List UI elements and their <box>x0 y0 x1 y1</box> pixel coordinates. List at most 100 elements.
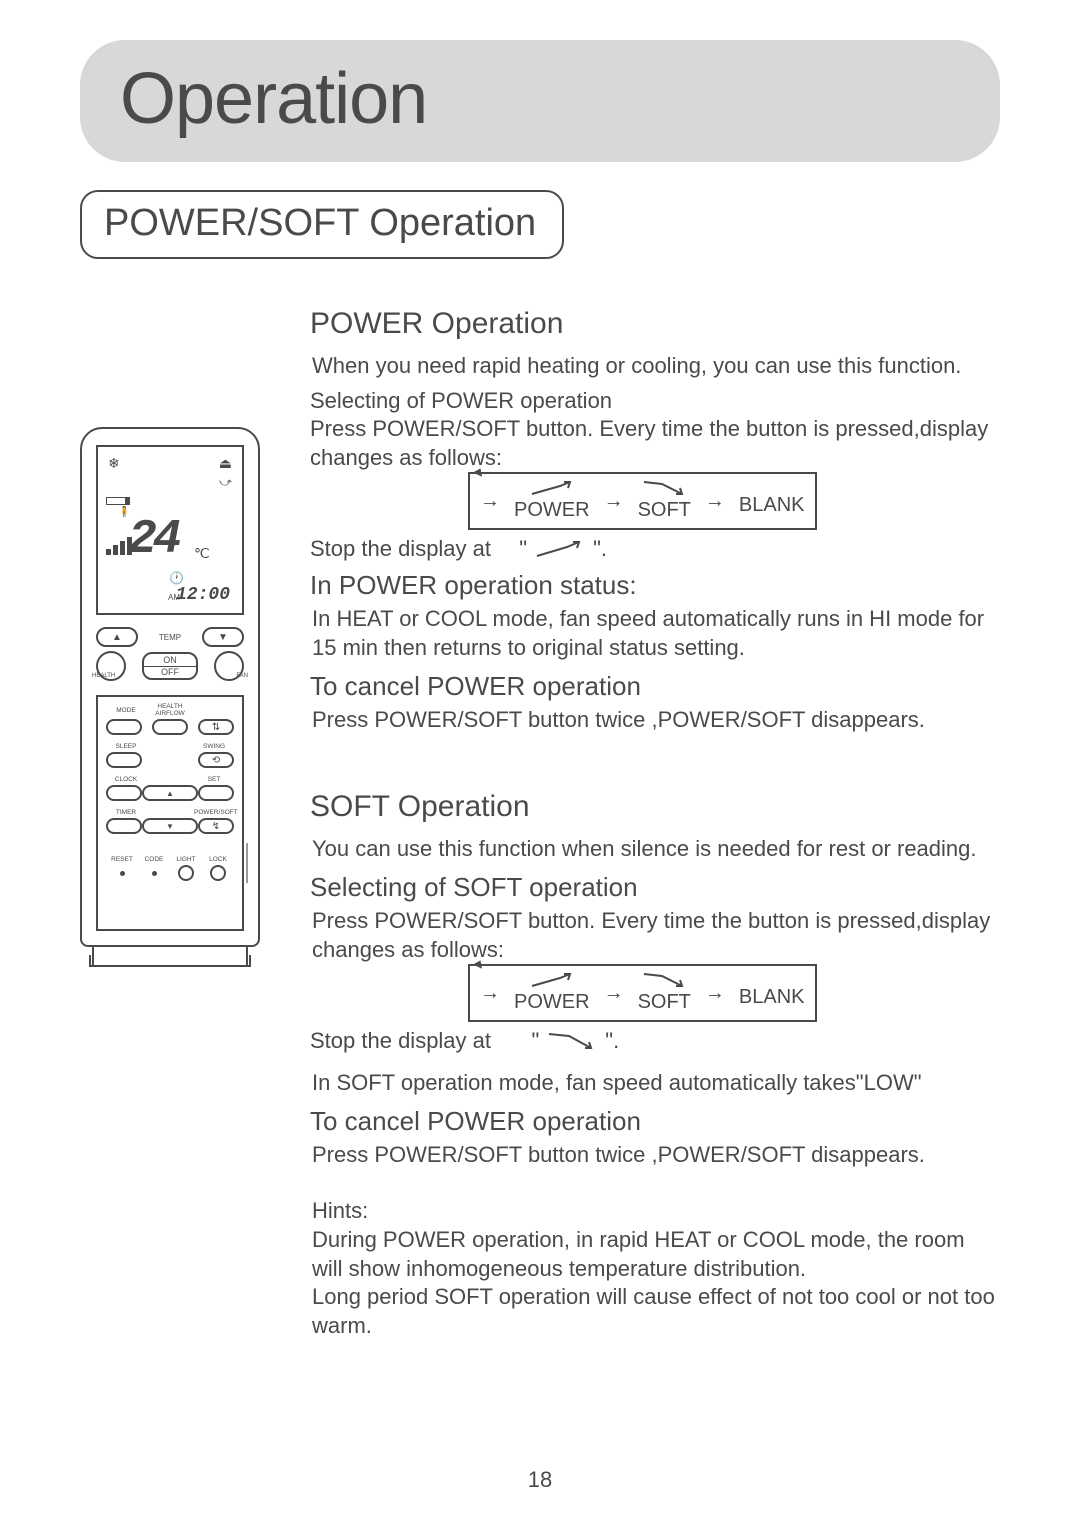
hints-heading: Hints: <box>312 1197 1000 1226</box>
lock-button <box>210 865 226 881</box>
reset-label: RESET <box>106 856 138 863</box>
hints-l1: During POWER operation, in rapid HEAT or… <box>312 1226 1000 1283</box>
power-arrow-up-icon <box>530 972 574 988</box>
time-display: 12:00 <box>176 585 230 605</box>
remote-column: ❄ ⏏ ⤻ 🧍 24 ℃ 🕐 AM 12:00 ▲ TEMP ▼ HE <box>80 307 280 1340</box>
soft-intro: You can use this function when silence i… <box>312 834 1000 864</box>
clock-button <box>106 785 142 801</box>
lower-panel: MODE HEALTH AIRFLOW ⇅ SLEEP SWING <box>96 695 244 931</box>
soft-status-text: In SOFT operation mode, fan speed automa… <box>312 1068 1000 1098</box>
arrow-icon: → <box>705 490 725 513</box>
timer-button <box>106 818 142 834</box>
curve-icon: ⤻ <box>219 475 232 490</box>
temp-button-row: ▲ TEMP ▼ <box>96 627 244 647</box>
power-cancel-heading: To cancel POWER operation <box>310 671 1000 702</box>
arrow-icon: → <box>604 982 624 1005</box>
cycle-soft-label: SOFT <box>638 499 691 522</box>
page-title: Operation <box>120 58 960 140</box>
soft-arrow-down-icon <box>642 972 686 988</box>
stop-prefix: Stop the display at <box>310 536 491 562</box>
set-button <box>198 785 234 801</box>
stop-q2: ". <box>593 536 607 562</box>
soft-cycle-diagram: → POWER → SOFT → BLANK <box>470 964 815 1022</box>
power-cancel-text: Press POWER/SOFT button twice ,POWER/SOF… <box>312 706 1000 735</box>
stop-prefix2: Stop the display at <box>310 1028 491 1054</box>
clock-label: CLOCK <box>106 776 146 783</box>
on-label: ON <box>144 655 196 667</box>
soft-select-heading: Selecting of SOFT operation <box>310 872 1000 903</box>
health-airflow-label: HEALTH AIRFLOW <box>150 703 190 717</box>
stop-q1b: " <box>531 1028 539 1054</box>
code-dot <box>152 871 157 876</box>
remote-stand <box>92 945 248 967</box>
temp-unit: ℃ <box>194 545 210 562</box>
soft-heading: SOFT Operation <box>310 790 1000 824</box>
hints-l2: Long period SOFT operation will cause ef… <box>312 1283 1000 1340</box>
section-title: POWER/SOFT Operation <box>104 202 536 245</box>
temp-display: 24 <box>128 513 178 567</box>
reset-dot <box>120 871 125 876</box>
power-stop-line: Stop the display at " ". <box>310 536 1000 562</box>
fan-button <box>214 651 244 681</box>
power-cycle-diagram: → POWER → SOFT → BLANK <box>470 472 815 530</box>
eject-icon: ⏏ <box>219 455 232 472</box>
sleep-label: SLEEP <box>106 743 146 750</box>
set-label: SET <box>194 776 234 783</box>
rect-icon <box>106 497 126 505</box>
powersoft-button: ↯ <box>198 818 234 834</box>
soft-cancel-text: Press POWER/SOFT button twice ,POWER/SOF… <box>312 1141 1000 1170</box>
light-button <box>178 865 194 881</box>
arrow-icon: → <box>604 490 624 513</box>
mode-button <box>106 719 142 735</box>
soft-arrow-down-icon <box>547 1032 597 1050</box>
cycle-power-label: POWER <box>514 499 590 522</box>
updown-button: ⇅ <box>198 719 234 735</box>
mode-label: MODE <box>106 707 146 714</box>
snowflake-icon: ❄ <box>108 455 120 472</box>
power-status-heading: In POWER operation status: <box>310 570 1000 601</box>
arrow-icon: → <box>480 490 500 513</box>
power-select-heading: Selecting of POWER operation <box>310 387 1000 416</box>
remote-screen: ❄ ⏏ ⤻ 🧍 24 ℃ 🕐 AM 12:00 <box>96 445 244 615</box>
rect-icon-2 <box>126 497 130 505</box>
timer-label: TIMER <box>106 809 146 816</box>
cycle-blank-label2: BLANK <box>739 986 805 1009</box>
health-airflow-button <box>152 719 188 735</box>
title-banner: Operation <box>80 40 1000 162</box>
off-label: OFF <box>161 667 179 677</box>
onoff-row: ON OFF <box>96 651 244 681</box>
temp-up-button: ▲ <box>96 627 138 647</box>
powersoft-label: POWER/SOFT <box>194 809 234 816</box>
power-arrow-up-icon <box>535 540 585 558</box>
clock-icon: 🕐 <box>169 571 184 585</box>
power-status-text: In HEAT or COOL mode, fan speed automati… <box>312 605 1000 662</box>
text-column: POWER Operation When you need rapid heat… <box>310 307 1000 1340</box>
health-button <box>96 651 126 681</box>
light-label: LIGHT <box>170 856 202 863</box>
remote-illustration: ❄ ⏏ ⤻ 🧍 24 ℃ 🕐 AM 12:00 ▲ TEMP ▼ HE <box>80 427 260 947</box>
power-select-text: Press POWER/SOFT button. Every time the … <box>310 415 1000 472</box>
cycle-power-label2: POWER <box>514 991 590 1014</box>
code-label: CODE <box>138 856 170 863</box>
temp-down-button: ▼ <box>202 627 244 647</box>
page-number: 18 <box>0 1467 1080 1493</box>
stop-q2b: ". <box>605 1028 619 1054</box>
soft-arrow-down-icon <box>642 480 686 496</box>
cycle-soft-label2: SOFT <box>638 991 691 1014</box>
temp-label: TEMP <box>159 633 181 642</box>
soft-cancel-heading: To cancel POWER operation <box>310 1106 1000 1137</box>
swing-label: SWING <box>194 743 234 750</box>
down-long-button: ▼ <box>142 818 198 834</box>
soft-stop-line: Stop the display at " ". <box>310 1028 1000 1054</box>
soft-select-text: Press POWER/SOFT button. Every time the … <box>312 907 1000 964</box>
power-arrow-up-icon <box>530 480 574 496</box>
section-title-box: POWER/SOFT Operation <box>80 190 564 259</box>
callout-line <box>246 843 248 883</box>
swing-button: ⟲ <box>198 752 234 768</box>
arrow-icon: → <box>705 982 725 1005</box>
up-long-button: ▲ <box>142 785 198 801</box>
stop-q1: " <box>519 536 527 562</box>
sleep-button <box>106 752 142 768</box>
power-heading: POWER Operation <box>310 307 1000 341</box>
onoff-pill: ON OFF <box>142 652 198 681</box>
